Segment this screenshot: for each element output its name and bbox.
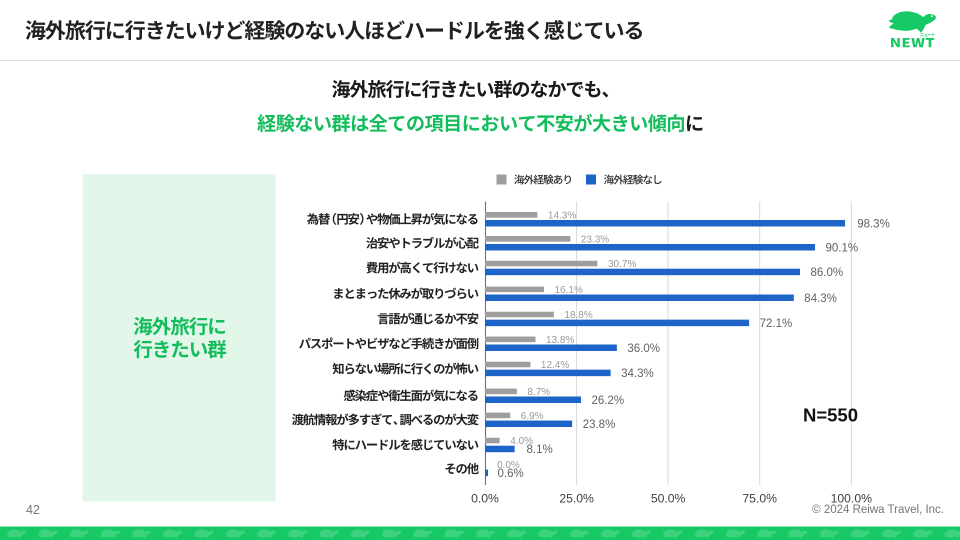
svg-text:N=550: N=550 [803, 405, 858, 426]
svg-text:14.3%: 14.3% [548, 210, 576, 221]
svg-text:6.9%: 6.9% [521, 411, 544, 422]
svg-text:12.4%: 12.4% [541, 360, 569, 371]
svg-text:0.0%: 0.0% [497, 460, 520, 471]
svg-text:8.1%: 8.1% [527, 444, 553, 456]
svg-text:0.0%: 0.0% [471, 492, 499, 506]
svg-text:16.1%: 16.1% [555, 285, 583, 296]
svg-text:26.2%: 26.2% [592, 395, 625, 407]
svg-text:13.8%: 13.8% [546, 335, 574, 346]
svg-text:84.3%: 84.3% [804, 293, 837, 305]
svg-text:34.3%: 34.3% [621, 368, 654, 380]
svg-text:75.0%: 75.0% [742, 492, 777, 506]
svg-text:90.1%: 90.1% [826, 242, 859, 254]
svg-text:86.0%: 86.0% [811, 267, 844, 279]
svg-text:100.0%: 100.0% [831, 492, 872, 506]
svg-text:98.3%: 98.3% [857, 218, 890, 230]
svg-text:© 2024 Reiwa Travel, Inc.: © 2024 Reiwa Travel, Inc. [812, 504, 944, 516]
svg-text:72.1%: 72.1% [760, 318, 793, 330]
svg-text:42: 42 [26, 503, 40, 517]
svg-text:30.7%: 30.7% [608, 259, 636, 270]
svg-text:36.0%: 36.0% [627, 343, 660, 355]
svg-text:25.0%: 25.0% [559, 492, 594, 506]
svg-text:0.6%: 0.6% [498, 468, 524, 480]
svg-text:18.8%: 18.8% [564, 310, 592, 321]
svg-text:23.3%: 23.3% [581, 234, 609, 245]
svg-text:23.8%: 23.8% [583, 419, 616, 431]
svg-text:4.0%: 4.0% [510, 436, 533, 447]
svg-text:8.7%: 8.7% [527, 387, 550, 398]
svg-text:50.0%: 50.0% [651, 492, 686, 506]
